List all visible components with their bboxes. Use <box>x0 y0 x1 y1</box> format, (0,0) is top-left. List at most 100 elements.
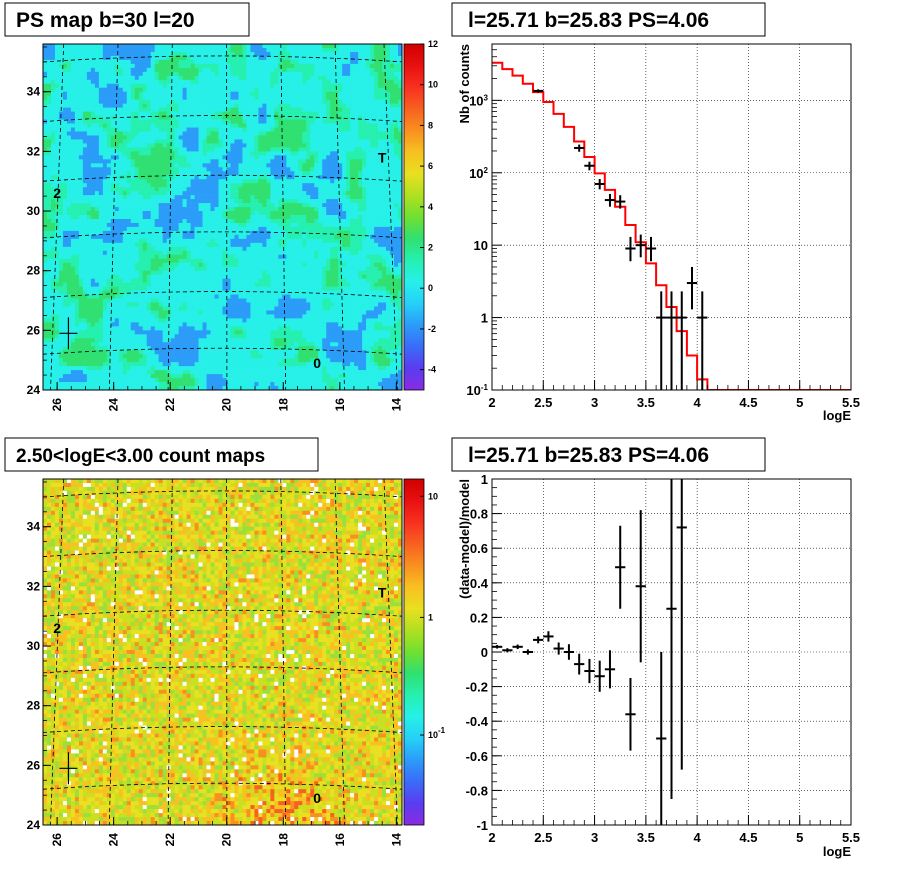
heatmap-cell <box>314 183 319 188</box>
heatmap-cell <box>302 63 307 69</box>
heatmap-cell <box>70 99 76 104</box>
heatmap-cell <box>342 199 347 204</box>
heatmap-cell <box>230 203 235 208</box>
heatmap-cell <box>166 215 171 220</box>
heatmap-cell <box>70 195 76 200</box>
heatmap-cell <box>238 163 243 168</box>
heatmap-cell <box>190 79 195 85</box>
heatmap-cell <box>378 195 383 200</box>
heatmap-cell <box>254 147 259 152</box>
heatmap-cell <box>154 51 159 57</box>
heatmap-cell <box>198 131 203 136</box>
heatmap-cell <box>146 107 151 112</box>
heatmap-cell <box>250 123 255 128</box>
heatmap-cell <box>202 63 207 69</box>
heatmap-cell <box>126 91 132 96</box>
heatmap-cell <box>374 211 379 216</box>
heatmap-cell <box>62 107 68 112</box>
heatmap-cell <box>278 139 283 144</box>
heatmap-cell <box>258 183 263 188</box>
heatmap-cell <box>66 135 72 140</box>
heatmap-cell <box>378 83 383 89</box>
heatmap-cell <box>366 111 371 116</box>
heatmap-cell <box>126 151 132 156</box>
heatmap-cell <box>334 135 339 140</box>
heatmap-cell <box>102 234 108 240</box>
heatmap-cell <box>286 79 291 85</box>
heatmap-cell <box>43 250 48 256</box>
heatmap-cell <box>214 163 219 168</box>
heatmap-cell <box>274 103 279 108</box>
heatmap-cell <box>274 195 279 200</box>
heatmap-cell <box>378 119 383 124</box>
heatmap-cell <box>362 226 367 232</box>
heatmap-cell <box>194 91 199 96</box>
heatmap-cell <box>218 195 223 200</box>
heatmap-cell <box>378 79 383 85</box>
heatmap-cell <box>94 115 100 120</box>
heatmap-cell <box>194 99 199 104</box>
heatmap-cell <box>338 51 343 57</box>
heatmap-cell <box>66 211 72 216</box>
heatmap-cell <box>342 211 347 216</box>
heatmap-cell <box>370 87 375 93</box>
heatmap-cell <box>114 222 120 228</box>
heatmap-cell <box>330 44 335 49</box>
heatmap-cell <box>238 203 243 208</box>
heatmap-cell <box>350 199 355 204</box>
heatmap-cell <box>118 179 124 184</box>
heatmap-cell <box>366 155 371 160</box>
heatmap-cell <box>354 195 359 200</box>
heatmap-cell <box>150 222 155 228</box>
heatmap-cell <box>102 47 108 53</box>
heatmap-cell <box>342 143 347 148</box>
heatmap-cell <box>206 207 211 212</box>
heatmap-cell <box>162 67 167 73</box>
heatmap-cell <box>114 238 120 244</box>
heatmap-cell <box>286 226 291 232</box>
heatmap-cell <box>214 207 219 212</box>
heatmap-cell <box>94 195 100 200</box>
heatmap-cell <box>98 111 104 116</box>
heatmap-cell <box>294 75 299 81</box>
heatmap-cell <box>362 87 367 93</box>
heatmap-cell <box>294 115 299 120</box>
heatmap-cell <box>322 195 327 200</box>
heatmap-cell <box>326 163 331 168</box>
heatmap-cell <box>366 187 371 192</box>
heatmap-cell <box>122 155 128 160</box>
heatmap-cell <box>214 187 219 192</box>
heatmap-cell <box>330 71 335 77</box>
heatmap-cell <box>214 246 219 252</box>
heatmap-cell <box>314 71 319 77</box>
heatmap-cell <box>43 67 48 73</box>
heatmap-cell <box>134 183 140 188</box>
heatmap-cell <box>146 203 151 208</box>
heatmap-cell <box>306 222 311 228</box>
heatmap-cell <box>186 135 191 140</box>
heatmap-cell <box>374 115 379 120</box>
heatmap-cell <box>282 91 287 96</box>
heatmap-cell <box>342 111 347 116</box>
heatmap-cell <box>66 63 72 69</box>
heatmap-cell <box>82 44 88 49</box>
heatmap-cell <box>194 215 199 220</box>
heatmap-cell <box>326 59 331 65</box>
heatmap-cell <box>90 111 96 116</box>
heatmap-cell <box>50 71 56 77</box>
heatmap-cell <box>330 254 335 260</box>
heatmap-cell <box>50 187 56 192</box>
heatmap-cell <box>50 55 56 61</box>
heatmap-cell <box>90 87 96 93</box>
heatmap-cell <box>74 175 80 180</box>
heatmap-cell <box>286 175 291 180</box>
heatmap-cell <box>82 115 88 120</box>
heatmap-cell <box>162 171 167 176</box>
heatmap-cell <box>166 211 171 216</box>
heatmap-cell <box>110 87 116 93</box>
heatmap-cell <box>326 47 331 53</box>
heatmap-cell <box>206 147 211 152</box>
heatmap-cell <box>94 139 100 144</box>
heatmap-cell <box>74 79 80 85</box>
heatmap-cell <box>254 79 259 85</box>
